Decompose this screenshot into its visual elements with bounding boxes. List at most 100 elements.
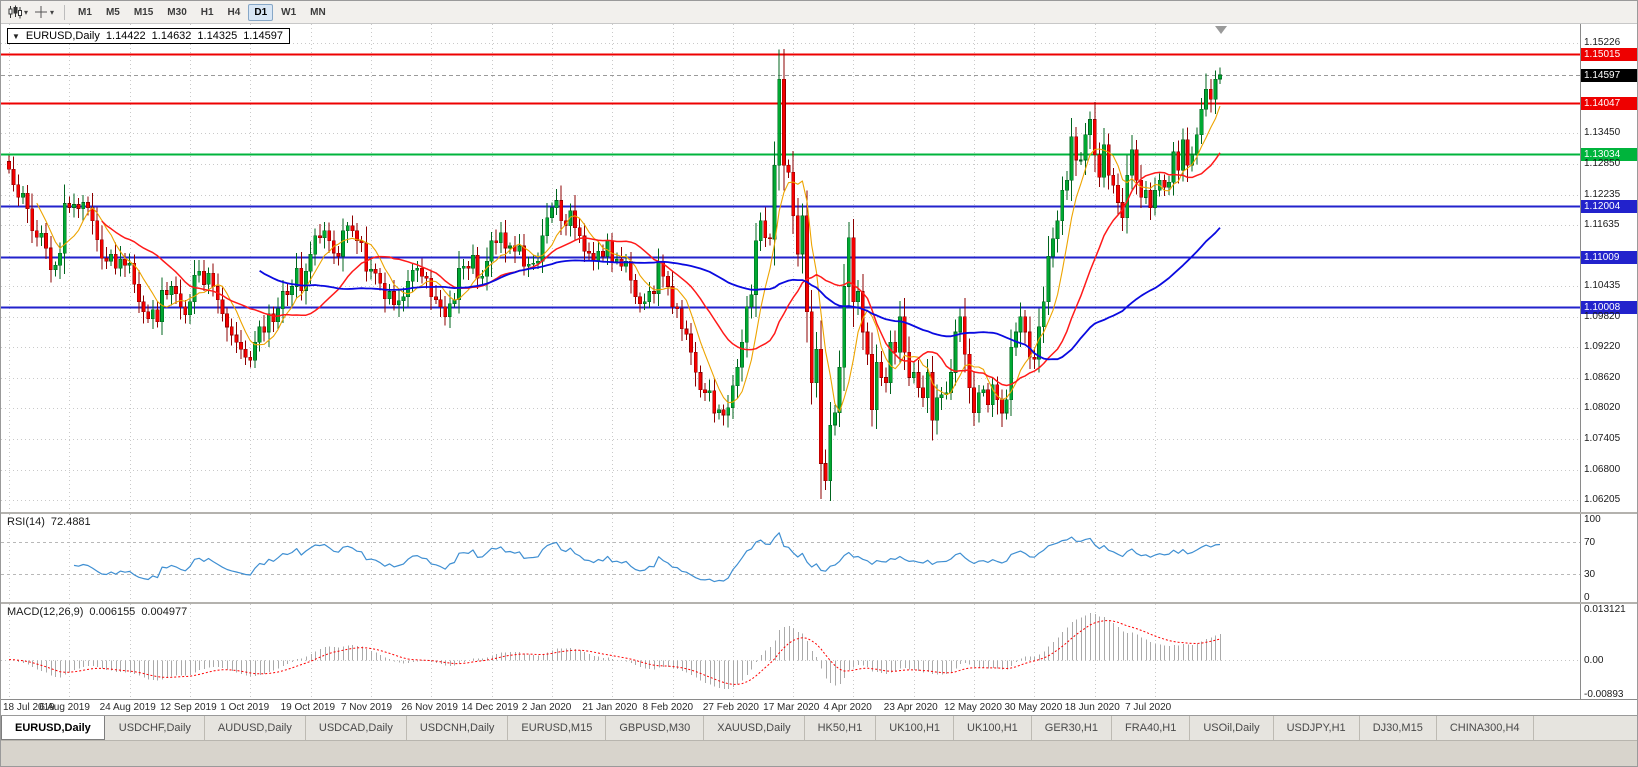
timeframe-button-H4[interactable]: H4 xyxy=(227,6,241,18)
chart-tab-GER30-H1[interactable]: GER30,H1 xyxy=(1032,716,1112,740)
main-gridlines xyxy=(1,24,1582,512)
macd-axis-label: 0.013121 xyxy=(1584,604,1626,615)
price-tick-label: 1.06205 xyxy=(1584,493,1621,505)
window-menu-icon[interactable]: ▼ xyxy=(12,31,20,41)
macd-axis-label: 0.00 xyxy=(1584,654,1604,666)
ohlc-open-value: 1.14422 xyxy=(105,30,146,42)
chart-tab-UK100-H1[interactable]: UK100,H1 xyxy=(954,716,1032,740)
chart-tab-CHINA300-H4[interactable]: CHINA300,H4 xyxy=(1437,716,1534,740)
price-tick-label: 1.13450 xyxy=(1584,127,1621,139)
main-chart-panel: 1.15226 1.15015 1.14597 1.14047 1.13450 1.130… xyxy=(1,24,1637,512)
price-axis: 1.15226 1.15015 1.14597 1.14047 1.13450 1.130… xyxy=(1580,24,1637,512)
timeframe-button-M1[interactable]: M1 xyxy=(78,6,92,18)
date-label: 7 Jul 2020 xyxy=(1125,702,1172,713)
rsi-axis-label: 70 xyxy=(1584,537,1596,548)
macd-gridlines xyxy=(9,604,1156,699)
chart-title-box[interactable]: ▼ EURUSD,Daily 1.14422 1.14632 1.14325 1… xyxy=(7,28,290,44)
chart-tab-USOil-Daily[interactable]: USOil,Daily xyxy=(1190,716,1274,740)
date-label: 12 May 2020 xyxy=(944,702,1002,713)
timeframe-button-M15[interactable]: M15 xyxy=(133,6,154,18)
date-label: 8 Feb 2020 xyxy=(642,702,694,713)
chart-type-icon[interactable] xyxy=(7,4,23,20)
date-label: 4 Apr 2020 xyxy=(823,702,872,713)
chart-tab-AUDUSD-Daily[interactable]: AUDUSD,Daily xyxy=(205,716,306,740)
cursor-icon-glyph xyxy=(35,6,48,18)
chart-type-icon-glyph xyxy=(8,5,22,19)
date-label: 6 Aug 2019 xyxy=(39,702,90,713)
moving-average-medium xyxy=(101,152,1221,387)
date-label: 18 Jun 2020 xyxy=(1064,702,1120,713)
rsi-chart[interactable] xyxy=(1,514,1582,602)
date-label: 30 May 2020 xyxy=(1004,702,1063,713)
date-label: 27 Feb 2020 xyxy=(702,702,759,713)
price-tick-label: 1.08620 xyxy=(1584,371,1621,383)
top-toolbar: ▾ ▾ M1 M5 M15 M30 H1 H4 D1 W1 MN xyxy=(1,1,1637,24)
macd-signal-value: 0.004977 xyxy=(141,606,188,618)
macd-signal-line xyxy=(8,619,1221,685)
date-label: 24 Aug 2019 xyxy=(99,702,156,713)
price-tick-label: 1.06800 xyxy=(1584,463,1621,475)
horizontal-level-lines xyxy=(1,53,1582,309)
moving-average-fast xyxy=(36,105,1221,413)
rsi-label: RSI(14) 72.4881 xyxy=(7,516,91,528)
cursor-dropdown-icon[interactable]: ▾ xyxy=(50,7,55,17)
macd-axis: 0.013121 0.00 -0.00893 xyxy=(1580,604,1637,700)
chart-tab-FRA40-H1[interactable]: FRA40,H1 xyxy=(1112,716,1191,740)
date-label: 7 Nov 2019 xyxy=(340,702,393,713)
price-tick-label: 1.09220 xyxy=(1584,341,1621,353)
cursor-icon[interactable] xyxy=(33,4,49,20)
candlestick-chart[interactable] xyxy=(1,24,1582,512)
macd-chart[interactable] xyxy=(1,604,1582,699)
macd-axis-label: -0.00893 xyxy=(1584,689,1624,700)
chart-tab-USDCAD-Daily[interactable]: USDCAD,Daily xyxy=(306,716,407,740)
rsi-axis: 100 70 30 0 xyxy=(1580,514,1637,603)
toolbar-separator xyxy=(64,4,66,20)
chart-tab-GBPUSD-M30[interactable]: GBPUSD,M30 xyxy=(606,716,705,740)
chart-tab-DJ30-M15[interactable]: DJ30,M15 xyxy=(1360,716,1437,740)
timeframe-button-MN[interactable]: MN xyxy=(310,6,326,18)
macd-main-value: 0.006155 xyxy=(89,606,136,618)
chart-tab-USDCNH-Daily[interactable]: USDCNH,Daily xyxy=(407,716,509,740)
date-label: 26 Nov 2019 xyxy=(401,702,458,713)
level-price-label: 1.11009 xyxy=(1581,250,1637,264)
rsi-line xyxy=(73,532,1221,583)
date-label: 18 Jul 2019 xyxy=(3,702,55,713)
date-label: 23 Apr 2020 xyxy=(883,702,938,713)
price-tick-label: 1.12850 xyxy=(1584,157,1621,169)
chart-tab-EURUSD-Daily[interactable]: EURUSD,Daily xyxy=(1,716,105,740)
date-label: 1 Oct 2019 xyxy=(220,702,270,713)
chart-tab-XAUUSD-Daily[interactable]: XAUUSD,Daily xyxy=(704,716,805,740)
chart-tab-UK100-H1[interactable]: UK100,H1 xyxy=(876,716,955,740)
chart-tab-USDCHF-Daily[interactable]: USDCHF,Daily xyxy=(106,716,205,740)
level-price-label: 1.15015 xyxy=(1581,48,1637,62)
timeframe-button-M30[interactable]: M30 xyxy=(167,6,187,18)
level-price-label: 1.12004 xyxy=(1581,200,1637,214)
rsi-gridlines xyxy=(9,514,1156,602)
rsi-axis-label: 0 xyxy=(1584,592,1590,603)
chart-type-dropdown-icon[interactable]: ▾ xyxy=(24,7,29,17)
price-tick-label: 1.15226 xyxy=(1584,37,1621,49)
chart-tab-HK50-H1[interactable]: HK50,H1 xyxy=(805,716,877,740)
price-tick-label: 1.12235 xyxy=(1584,188,1621,200)
level-price-label: 1.14047 xyxy=(1581,96,1637,110)
level-price-label: 1.10008 xyxy=(1581,301,1637,315)
candles xyxy=(7,49,1222,501)
timeframe-button-D1[interactable]: D1 xyxy=(248,3,274,21)
price-tick-label: 1.09820 xyxy=(1584,310,1621,322)
chart-tab-EURUSD-M15[interactable]: EURUSD,M15 xyxy=(508,716,607,740)
ohlc-close-value: 1.14597 xyxy=(243,30,283,42)
timeframe-buttons: M1 M5 M15 M30 H1 H4 D1 W1 MN xyxy=(71,3,333,21)
timeframe-button-M5[interactable]: M5 xyxy=(105,6,120,18)
ohlc-low-value: 1.14325 xyxy=(197,30,238,42)
macd-label: MACD(12,26,9) 0.006155 0.004977 xyxy=(7,606,188,618)
rsi-indicator-panel: 100 70 30 0 RSI(14) 72.4881 xyxy=(1,512,1637,603)
timeframe-button-H1[interactable]: H1 xyxy=(200,6,214,18)
price-tick-label: 1.10435 xyxy=(1584,279,1621,291)
timeframe-button-W1[interactable]: W1 xyxy=(281,6,297,18)
chart-tab-USDJPY-H1[interactable]: USDJPY,H1 xyxy=(1274,716,1360,740)
chart-tab-bar: EURUSD,Daily USDCHF,Daily AUDUSD,Daily USDC… xyxy=(1,715,1637,740)
level-price-label: 1.13034 xyxy=(1581,148,1637,162)
macd-indicator-panel: 0.013121 0.00 -0.00893 MACD(12,26,9) 0.0061… xyxy=(1,602,1637,700)
chart-shift-marker xyxy=(1215,26,1228,34)
